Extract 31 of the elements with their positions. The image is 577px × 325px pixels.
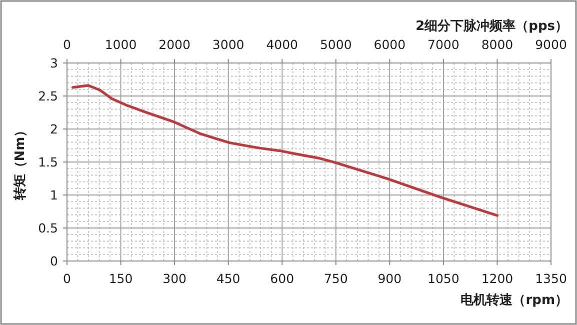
x2-tick-label: 4000 [266, 37, 298, 52]
x-tick-label: 0 [63, 271, 72, 286]
x-axis-title: 电机转速（rpm） [460, 293, 568, 308]
x2-tick-label: 5000 [320, 37, 352, 52]
x2-tick-label: 6000 [374, 37, 406, 52]
x2-tick-label: 0 [63, 37, 72, 52]
y-tick-label: 1 [50, 188, 58, 202]
y-tick-label: 1.5 [38, 154, 58, 170]
x2-tick-label: 2000 [158, 37, 191, 52]
y-tick-label: 0 [50, 254, 58, 268]
y-tick-label: 2.5 [38, 88, 58, 104]
x-tick-label: 1050 [428, 271, 460, 286]
y-tick-label: 2 [50, 122, 58, 136]
x2-tick-label: 7000 [428, 37, 460, 52]
y-tick-label: 0.5 [38, 220, 58, 236]
x-tick-label: 300 [162, 271, 187, 286]
x2-tick-label: 8000 [481, 37, 514, 52]
x2-axis-title: 2细分下脉冲频率（pps） [416, 18, 568, 34]
x2-tick-label: 9000 [535, 37, 567, 52]
x-tick-label: 1200 [481, 271, 514, 286]
y-axis-title: 转矩（Nm） [13, 124, 28, 202]
y-tick-label: 3 [50, 56, 58, 70]
x2-tick-label: 1000 [104, 37, 137, 52]
x-tick-label: 450 [216, 271, 240, 286]
x-tick-label: 1350 [535, 271, 567, 286]
x-tick-label: 750 [324, 271, 348, 286]
x2-tick-label: 3000 [212, 37, 244, 52]
x-tick-label: 150 [108, 271, 133, 286]
line-series [71, 84, 499, 217]
x-tick-label: 900 [378, 271, 402, 286]
x-tick-label: 600 [270, 271, 294, 286]
